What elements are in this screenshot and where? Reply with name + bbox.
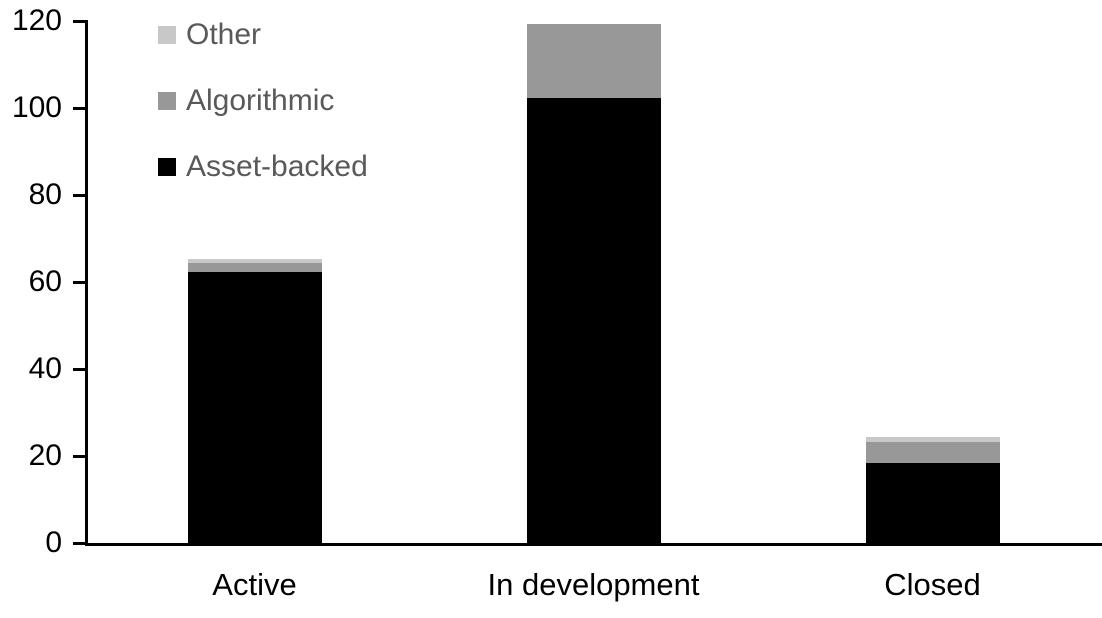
y-tick-mark [73, 107, 86, 110]
y-axis-line [85, 20, 88, 546]
bar-in-development [526, 24, 661, 546]
bar-segment-other [187, 258, 322, 264]
y-tick-label: 120 [11, 4, 62, 37]
y-tick-label: 0 [45, 526, 62, 559]
bar-segment-asset-backed [526, 97, 661, 546]
y-tick-label: 80 [28, 178, 62, 211]
bar-segment-asset-backed [865, 463, 1000, 546]
legend-label-algorithmic: Algorithmic [186, 84, 335, 117]
x-category-label: Active [212, 567, 297, 602]
legend-swatch-asset-backed-icon [158, 158, 176, 176]
legend-label-other: Other [186, 18, 262, 51]
y-tick-label: 40 [28, 352, 62, 385]
y-tick-mark [73, 455, 86, 458]
bar-segment-asset-backed [187, 271, 322, 546]
bar-segment-algorithmic [865, 441, 1000, 464]
legend-swatch-other-icon [158, 26, 176, 44]
bar-closed [865, 437, 1000, 546]
y-tick-mark [73, 20, 86, 23]
x-category-label: Closed [884, 567, 981, 602]
x-category-label: In development [487, 567, 700, 602]
y-tick-label: 100 [11, 91, 62, 124]
legend-label-asset-backed: Asset-backed [186, 150, 368, 183]
bar-segment-other [865, 437, 1000, 442]
y-tick-mark [73, 281, 86, 284]
legend-item-asset-backed: Asset-backed [158, 152, 368, 182]
y-tick-mark [73, 542, 86, 545]
y-tick-label: 20 [28, 439, 62, 472]
legend: Other Algorithmic Asset-backed [158, 20, 368, 223]
bar-active [187, 258, 322, 546]
bar-segment-algorithmic [526, 24, 661, 98]
y-tick-mark [73, 194, 86, 197]
y-tick-mark [73, 368, 86, 371]
bar-segment-algorithmic [187, 263, 322, 272]
legend-item-algorithmic: Algorithmic [158, 86, 368, 116]
legend-swatch-algorithmic-icon [158, 92, 176, 110]
y-tick-label: 60 [28, 265, 62, 298]
legend-item-other: Other [158, 20, 368, 50]
